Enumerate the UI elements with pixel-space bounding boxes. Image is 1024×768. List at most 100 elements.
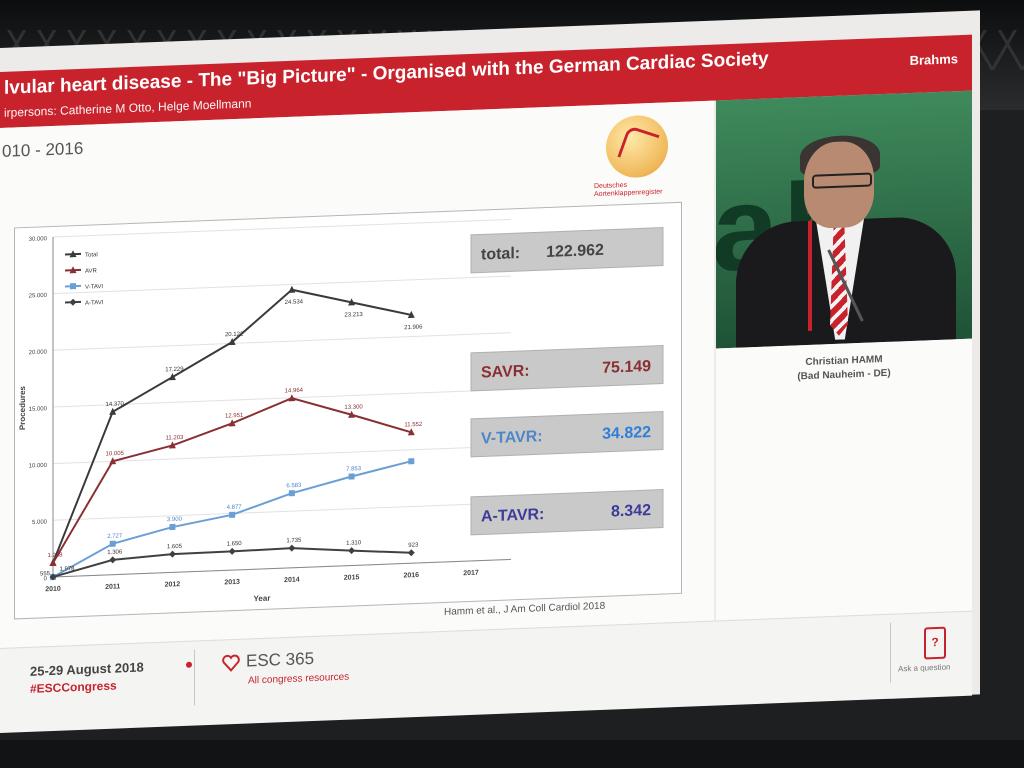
footer-divider-right <box>890 622 891 683</box>
x-tick-label: 2012 <box>165 581 181 589</box>
data-label: 12.951 <box>225 413 244 420</box>
data-point <box>348 298 356 306</box>
speaker-video: ab <box>716 90 972 349</box>
chairpersons: irpersons: Catherine M Otto, Helge Moell… <box>4 96 252 120</box>
x-tick-label: 2017 <box>463 570 479 578</box>
data-label: 23.213 <box>344 312 363 319</box>
data-point <box>288 544 296 552</box>
gridline <box>53 445 511 465</box>
legend-label: AVR <box>85 268 98 274</box>
y-tick-label: 25.000 <box>29 293 48 300</box>
x-tick-label: 2015 <box>344 574 360 582</box>
congress-dates: 25-29 August 2018 <box>30 659 144 679</box>
y-tick-label: 10.000 <box>29 463 48 470</box>
total-box-bg <box>470 411 664 458</box>
total-box: SAVR: 75.149 <box>470 345 664 392</box>
total-box: total: 122.962 <box>470 227 664 274</box>
data-point <box>228 338 236 346</box>
data-label: 17.229 <box>165 367 184 374</box>
data-point <box>229 511 236 518</box>
data-point <box>69 250 77 258</box>
data-label: 24.534 <box>285 299 304 306</box>
speaker-lanyard <box>808 220 812 331</box>
data-point <box>109 457 117 465</box>
data-label: 6.583 <box>286 483 302 490</box>
session-title: lvular heart disease - The "Big Picture"… <box>4 48 769 99</box>
procedures-chart: 0 5.000 10.000 15.000 20.000 25.000 30.000 2010… <box>18 218 664 604</box>
data-point <box>69 266 77 274</box>
data-point <box>348 547 356 555</box>
legend-label: V-TAVI <box>85 284 103 291</box>
x-axis <box>53 558 511 578</box>
data-point <box>109 556 117 564</box>
data-label: 13.300 <box>344 404 363 411</box>
total-box-value: 8.342 <box>611 502 651 521</box>
data-point <box>348 473 355 480</box>
x-axis-label: Year <box>254 594 271 604</box>
data-label: 1.978 <box>59 566 75 573</box>
ask-question-phone-icon[interactable]: ? <box>924 626 946 660</box>
data-label: 1.650 <box>227 541 243 548</box>
data-point <box>169 523 176 531</box>
legend-label: A-TAVI <box>85 300 104 307</box>
y-tick-label: 5.000 <box>32 520 48 527</box>
data-label: 20.122 <box>225 332 244 339</box>
separator-dot <box>186 661 192 668</box>
esc365-logo[interactable]: ESC 365 <box>246 648 315 671</box>
gridline <box>53 218 511 238</box>
ask-question-label[interactable]: Ask a question <box>898 662 951 674</box>
projection-screen: lvular heart disease - The "Big Picture"… <box>0 10 980 733</box>
x-tick-label: 2011 <box>105 583 120 591</box>
data-point <box>228 547 236 555</box>
total-box-label: A-TAVR: <box>481 506 544 525</box>
data-point <box>69 298 77 306</box>
data-point <box>288 394 296 402</box>
total-box-label: total: <box>481 245 520 263</box>
data-point <box>348 410 356 418</box>
esc365-subtitle: All congress resources <box>248 671 350 687</box>
data-point <box>70 283 76 290</box>
data-point <box>407 310 415 319</box>
x-tick-label: 2014 <box>284 576 300 584</box>
data-point <box>49 558 57 567</box>
y-tick-label: 20.000 <box>29 350 48 357</box>
data-label: 21.906 <box>404 324 423 331</box>
data-point <box>288 490 295 497</box>
congress-footer: 25-29 August 2018 #ESCCongress ESC 365 A… <box>0 610 972 733</box>
registry-logo-icon <box>617 125 660 167</box>
chart-frame: 0 5.000 10.000 15.000 20.000 25.000 30.000 2010… <box>14 201 682 620</box>
heart-icon <box>222 654 240 672</box>
data-label: 7.853 <box>346 466 362 473</box>
data-label: 1.735 <box>286 538 302 545</box>
data-point <box>109 407 117 415</box>
y-tick-label: 0 <box>44 576 48 582</box>
footer-divider <box>194 649 195 706</box>
data-label: 555 <box>40 571 51 577</box>
data-label: 1.605 <box>167 544 183 551</box>
data-label: 923 <box>408 542 419 548</box>
data-point <box>49 573 57 581</box>
data-label: 4.877 <box>227 504 243 511</box>
congress-hashtag[interactable]: #ESCCongress <box>30 678 117 696</box>
total-box: A-TAVR: 8.342 <box>470 489 664 536</box>
presentation-slide: 010 - 2016 Deutsches Aortenklappenregist… <box>0 100 714 650</box>
speaker-info-panel: Christian HAMM (Bad Nauheim - DE) <box>716 338 972 621</box>
data-label: 14.964 <box>285 388 304 395</box>
slide-date-range: 010 - 2016 <box>2 138 84 161</box>
y-axis-label: Procedures <box>18 385 27 430</box>
y-tick-label: 30.000 <box>29 236 48 243</box>
total-box-label: SAVR: <box>481 363 530 382</box>
gridline <box>53 275 511 295</box>
data-point <box>168 550 176 558</box>
data-point <box>228 419 236 427</box>
data-point <box>109 540 116 547</box>
data-point <box>168 373 176 381</box>
data-label: 2.727 <box>107 533 123 540</box>
gridline <box>53 388 511 408</box>
data-label: 1.238 <box>47 553 63 560</box>
data-point <box>288 285 296 293</box>
total-box-value: 75.149 <box>602 358 651 377</box>
x-tick-label: 2013 <box>224 579 240 587</box>
registry-logo-caption: Deutsches Aortenklappenregister <box>594 181 663 199</box>
screen-stand <box>0 740 1024 768</box>
